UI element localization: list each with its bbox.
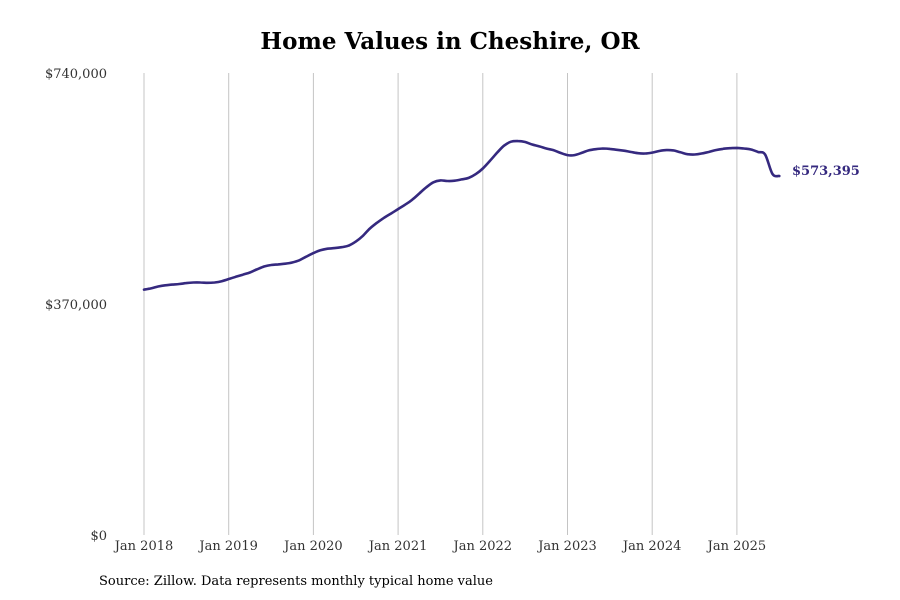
- source-note: Source: Zillow. Data represents monthly …: [99, 574, 493, 589]
- gridlines: [143, 73, 738, 535]
- x-tick-label: Jan 2022: [452, 539, 513, 554]
- y-tick-label: $370,000: [45, 298, 107, 313]
- x-tick-label: Jan 2024: [621, 539, 682, 554]
- last-value-label: $573,395: [792, 164, 860, 179]
- x-tick-label: Jan 2020: [282, 539, 343, 554]
- x-tick-label: Jan 2019: [197, 539, 258, 554]
- x-tick-label: Jan 2023: [536, 539, 597, 554]
- y-tick-label: $740,000: [45, 67, 107, 82]
- y-axis-ticks: $0 $370,000 $740,000: [45, 67, 107, 544]
- chart-title: Home Values in Cheshire, OR: [260, 28, 640, 55]
- x-axis-ticks: Jan 2018 Jan 2019 Jan 2020 Jan 2021 Jan 2022…: [113, 539, 766, 554]
- home-value-line: [142, 139, 781, 291]
- x-tick-label: Jan 2021: [367, 539, 428, 554]
- x-tick-label: Jan 2025: [706, 539, 767, 554]
- x-tick-label: Jan 2018: [113, 539, 174, 554]
- y-tick-label: $0: [90, 529, 107, 544]
